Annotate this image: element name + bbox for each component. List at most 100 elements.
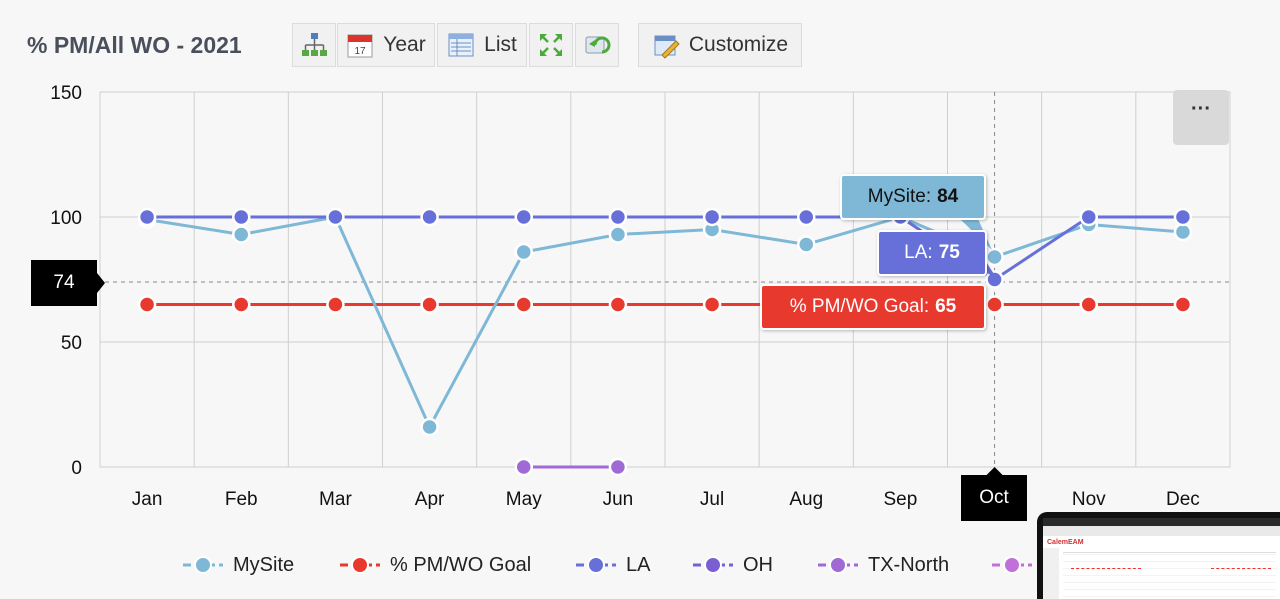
x-tick-label: Feb <box>225 489 258 510</box>
tooltip-goal-label: % PM/WO Goal: <box>789 296 930 317</box>
laptop-photo: CalemEAM <box>1037 512 1280 599</box>
data-point--pm-wo-goal <box>326 295 345 314</box>
data-point--pm-wo-goal <box>232 295 251 314</box>
chart-title: % PM/All WO - 2021 <box>27 32 242 58</box>
legend-item--pm-wo-goal[interactable]: % PM/WO Goal <box>340 545 531 585</box>
list-icon <box>447 31 475 59</box>
legend-item-partial[interactable] <box>992 545 1042 585</box>
data-point-mysite <box>232 225 251 244</box>
x-crosshair-label: Oct <box>961 475 1027 521</box>
x-tick-label: Mar <box>319 489 352 510</box>
series-line-la <box>147 215 1183 282</box>
data-point--pm-wo-goal <box>1079 295 1098 314</box>
tooltip-goal-value: 65 <box>935 296 957 317</box>
tooltip-mysite-value: 84 <box>937 186 959 207</box>
refresh-button[interactable] <box>575 23 619 67</box>
customize-icon <box>652 31 680 59</box>
year-button-label: Year <box>383 33 426 56</box>
legend-marker <box>576 556 616 574</box>
customize-button[interactable]: Customize <box>638 23 802 67</box>
more-options-button[interactable]: ··· <box>1173 90 1229 145</box>
data-point--pm-wo-goal <box>137 295 157 314</box>
expand-icon <box>537 31 565 59</box>
y-tick-label: 100 <box>50 208 82 229</box>
data-point--pm-wo-goal <box>1173 295 1193 314</box>
x-tick-label: Jun <box>603 489 634 510</box>
data-point-la <box>702 207 722 227</box>
laptop-screen: CalemEAM <box>1043 518 1280 599</box>
x-tick-label: Nov <box>1072 489 1106 510</box>
data-point-mysite <box>1173 222 1193 242</box>
data-point-la <box>1079 207 1098 227</box>
legend-marker <box>693 556 733 574</box>
tooltip-la-label: LA: <box>904 242 933 263</box>
x-tick-label: Aug <box>789 489 823 510</box>
data-point-tx-north <box>514 457 533 477</box>
legend-item-la[interactable]: LA <box>576 545 650 585</box>
data-point-la <box>137 207 157 227</box>
chart-legend: MySite % PM/WO Goal LA OH TX-North <box>0 545 1040 585</box>
hierarchy-icon <box>300 31 328 59</box>
y-tick-label: 50 <box>61 333 82 354</box>
legend-marker <box>818 556 858 574</box>
data-point-la <box>420 207 439 227</box>
data-point--pm-wo-goal <box>985 295 1004 314</box>
data-point-mysite <box>608 225 628 244</box>
data-point-la <box>797 207 816 227</box>
legend-label: TX-North <box>868 553 950 576</box>
data-point--pm-wo-goal <box>702 295 722 314</box>
data-point--pm-wo-goal <box>514 295 533 314</box>
legend-marker <box>992 556 1032 574</box>
data-point-la <box>608 207 628 227</box>
legend-item-tx-north[interactable]: TX-North <box>818 545 949 585</box>
tooltip-mysite: MySite: 84 <box>840 174 986 220</box>
tooltip-mysite-label: MySite: <box>867 186 932 207</box>
data-point-mysite <box>797 235 816 254</box>
y-crosshair-value: 74 <box>53 272 75 293</box>
refresh-icon <box>583 31 611 59</box>
y-tick-label: 0 <box>71 458 82 479</box>
legend-label: LA <box>626 553 651 576</box>
customize-button-label: Customize <box>688 33 789 56</box>
data-point-mysite <box>514 242 533 262</box>
data-point-la <box>985 270 1004 289</box>
laptop-logo: CalemEAM <box>1047 539 1084 546</box>
tooltip-goal: % PM/WO Goal: 65 <box>760 284 986 330</box>
legend-item-mysite[interactable]: MySite <box>183 545 294 585</box>
data-point-la <box>326 207 345 227</box>
data-point-mysite <box>420 417 439 437</box>
x-tick-label: May <box>506 489 542 510</box>
fullscreen-button[interactable] <box>529 23 573 67</box>
tooltip-la-pointer <box>986 262 998 280</box>
data-point-mysite <box>985 247 1004 267</box>
series-line-mysite <box>146 215 1184 431</box>
list-button[interactable]: List <box>437 23 527 67</box>
more-options-label: ··· <box>1191 98 1211 120</box>
tooltip-la-value: 75 <box>938 242 960 263</box>
legend-item-oh[interactable]: OH <box>693 545 773 585</box>
tooltip-la: LA: 75 <box>877 230 987 276</box>
x-tick-label: Sep <box>884 489 918 510</box>
data-point-la <box>514 207 533 227</box>
y-tick-label: 150 <box>50 83 82 104</box>
data-point--pm-wo-goal <box>420 295 439 314</box>
y-crosshair-label: 74 <box>31 260 97 306</box>
legend-label: OH <box>743 553 773 576</box>
y-crosshair-pointer <box>97 273 105 293</box>
legend-label: % PM/WO Goal <box>390 553 532 576</box>
legend-marker <box>340 556 380 574</box>
calendar-icon: 17 <box>346 31 374 59</box>
legend-label: MySite <box>233 553 295 576</box>
data-point-la <box>1173 207 1193 227</box>
hierarchy-button[interactable] <box>292 23 336 67</box>
x-crosshair-value: Oct <box>979 487 1009 508</box>
year-button[interactable]: 17 Year <box>337 23 435 67</box>
list-button-label: List <box>484 33 517 56</box>
data-point--pm-wo-goal <box>608 295 628 314</box>
data-point-tx-north <box>608 457 628 477</box>
chart-toolbar: % PM/All WO - 2021 17 Year <box>0 20 1280 70</box>
x-tick-label: Jan <box>132 489 163 510</box>
x-tick-label: Apr <box>415 489 445 510</box>
svg-text:17: 17 <box>355 46 367 57</box>
